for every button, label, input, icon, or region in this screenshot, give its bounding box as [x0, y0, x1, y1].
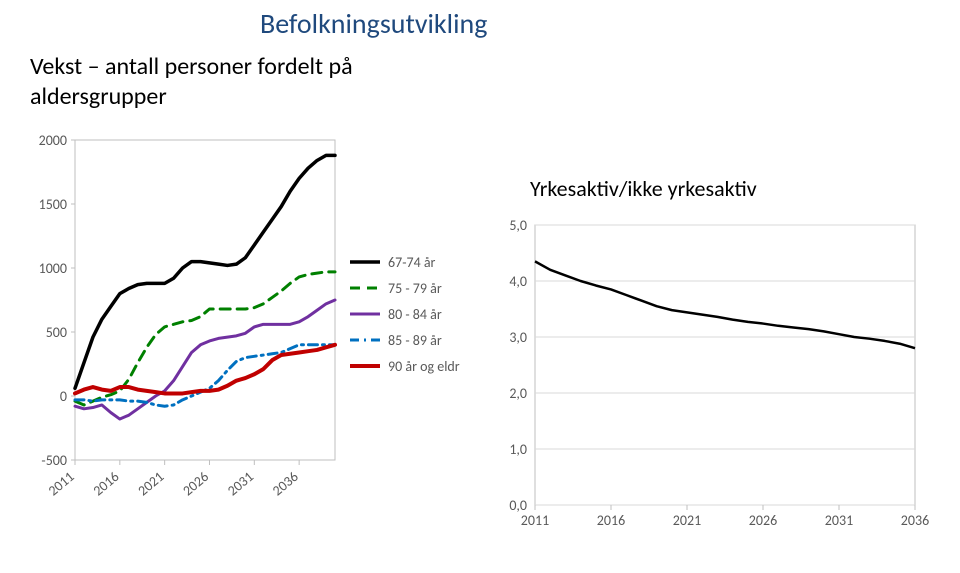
svg-text:2031: 2031	[825, 512, 853, 529]
svg-text:2000: 2000	[39, 132, 67, 149]
subtitle-line-2: aldersgrupper	[30, 82, 167, 111]
age-groups-growth-chart: -500 0 500 1000 1500 2000 2011 2016 2021 2026 2031…	[30, 130, 460, 540]
svg-text:67-74 år: 67-74 år	[388, 254, 436, 271]
svg-text:2011: 2011	[521, 512, 549, 529]
svg-text:1,0: 1,0	[509, 441, 527, 458]
svg-text:-500: -500	[41, 452, 67, 469]
subtitle-line-1: Vekst – antall personer fordelt på	[30, 52, 353, 81]
svg-text:2021: 2021	[135, 468, 168, 499]
svg-text:1000: 1000	[39, 260, 67, 277]
svg-text:2036: 2036	[269, 468, 302, 499]
svg-text:3,0: 3,0	[509, 329, 527, 346]
svg-text:5,0: 5,0	[509, 217, 527, 234]
svg-text:2021: 2021	[673, 512, 701, 529]
svg-text:500: 500	[46, 324, 67, 341]
svg-text:75 - 79 år: 75 - 79 år	[388, 280, 442, 297]
svg-text:2031: 2031	[224, 468, 257, 499]
svg-text:2,0: 2,0	[509, 385, 527, 402]
page-title: Befolkningsutvikling	[260, 6, 487, 41]
right-chart-title: Yrkesaktiv/ikke yrkesaktiv	[530, 175, 757, 202]
svg-text:2011: 2011	[45, 468, 78, 499]
svg-text:90 år og eldre: 90 år og eldre	[388, 358, 460, 375]
svg-text:2016: 2016	[597, 512, 625, 529]
subtitle: Vekst – antall personer fordelt på alder…	[30, 52, 353, 112]
svg-text:4,0: 4,0	[509, 273, 527, 290]
svg-text:2016: 2016	[90, 468, 123, 499]
ratio-chart: 0,01,02,03,04,05,02011201620212026203120…	[490, 215, 930, 545]
svg-text:1500: 1500	[39, 196, 67, 213]
svg-text:2026: 2026	[749, 512, 777, 529]
svg-text:85 - 89 år: 85 - 89 år	[388, 332, 442, 349]
svg-text:2026: 2026	[179, 468, 212, 499]
svg-text:0: 0	[60, 388, 67, 405]
svg-text:2036: 2036	[901, 512, 929, 529]
svg-text:80 - 84 år: 80 - 84 år	[388, 306, 442, 323]
